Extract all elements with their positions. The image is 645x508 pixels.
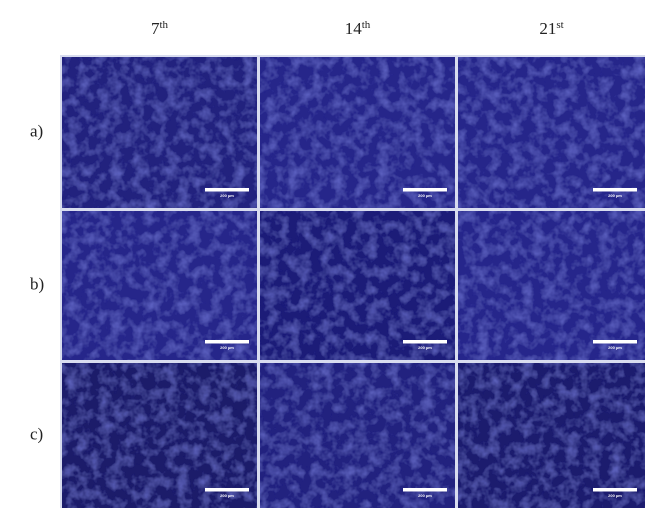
- scale-bar-label: 200 µm: [608, 193, 622, 198]
- page: 7th14th21sta)200 µm200 µm200 µmb)200 µm2…: [0, 0, 645, 508]
- micrograph: [62, 211, 257, 360]
- scale-bar: [205, 340, 249, 344]
- scale-bar-label: 200 µm: [418, 345, 432, 350]
- scale-bar: [403, 188, 447, 192]
- scale-bar-label: 200 µm: [608, 493, 622, 498]
- micrograph: [62, 57, 257, 208]
- micrograph: [260, 57, 455, 208]
- scale-bar-label: 200 µm: [220, 345, 234, 350]
- column-suffix: st: [556, 19, 563, 31]
- scale-bar-label: 200 µm: [608, 345, 622, 350]
- micrograph: [458, 57, 645, 208]
- column-header: 14th: [345, 19, 371, 38]
- micrograph: [260, 211, 455, 360]
- micrograph: [260, 363, 455, 508]
- micrograph: [458, 211, 645, 360]
- scale-bar: [403, 340, 447, 344]
- micrograph: [62, 363, 257, 508]
- row-label: b): [30, 274, 44, 293]
- column-number: 21: [539, 19, 556, 38]
- scale-bar: [593, 188, 637, 192]
- row-label: a): [30, 121, 43, 140]
- micrograph: [458, 363, 645, 508]
- figure: 7th14th21sta)200 µm200 µm200 µmb)200 µm2…: [0, 0, 645, 508]
- column-header: 21st: [539, 19, 563, 38]
- column-header: 7th: [151, 19, 169, 38]
- column-suffix: th: [362, 19, 371, 31]
- scale-bar-label: 200 µm: [418, 493, 432, 498]
- row-label: c): [30, 424, 43, 443]
- column-suffix: th: [159, 19, 168, 31]
- scale-bar: [205, 188, 249, 192]
- scale-bar: [593, 488, 637, 492]
- scale-bar: [593, 340, 637, 344]
- scale-bar-label: 200 µm: [220, 493, 234, 498]
- scale-bar-label: 200 µm: [418, 193, 432, 198]
- scale-bar: [205, 488, 249, 492]
- scale-bar-label: 200 µm: [220, 193, 234, 198]
- column-number: 14: [345, 19, 363, 38]
- scale-bar: [403, 488, 447, 492]
